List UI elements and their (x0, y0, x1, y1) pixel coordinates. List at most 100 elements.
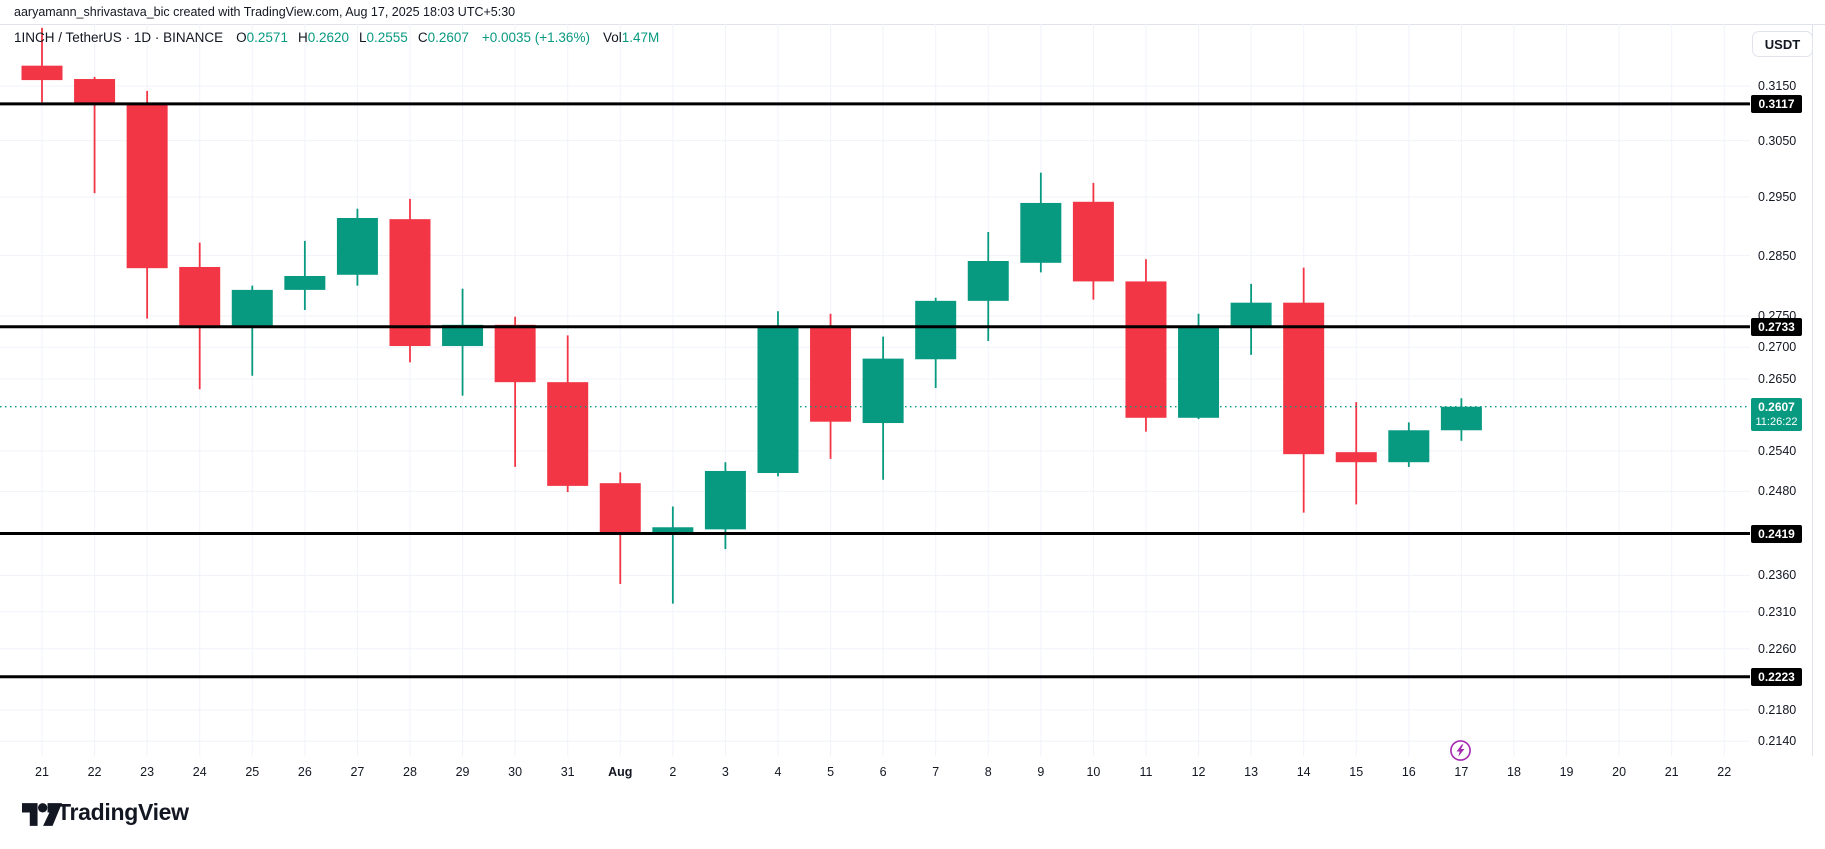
ohlc-high: H0.2620 (297, 30, 349, 45)
candle-body (74, 79, 116, 104)
ohlc-open: O0.2571 (236, 30, 288, 45)
candle-body (862, 358, 904, 424)
price-tick-label: 0.3050 (1758, 133, 1797, 148)
candle-body (494, 324, 536, 383)
price-level-badge: 0.2419 (1751, 524, 1802, 543)
date-label: 18 (1507, 765, 1521, 779)
candle-body (1388, 430, 1430, 463)
candle-body (599, 483, 641, 535)
symbol-title: 1INCH / TetherUS · 1D · BINANCE (14, 30, 224, 45)
candle-body (126, 102, 168, 269)
date-label: 5 (827, 765, 835, 779)
date-label: 12 (1191, 765, 1206, 779)
price-tick-label: 0.2700 (1758, 340, 1797, 355)
panel-top-border (0, 24, 1825, 25)
price-tick-label: 0.2480 (1758, 484, 1797, 499)
date-label: 9 (1037, 765, 1045, 779)
date-label: 29 (455, 765, 470, 779)
candle-body (547, 382, 589, 486)
exchange-label: BINANCE (163, 30, 224, 45)
date-label: 27 (350, 765, 365, 779)
price-level-badge: 0.2223 (1751, 667, 1802, 686)
candlestick-plot[interactable] (0, 24, 1750, 756)
date-label: 6 (879, 765, 887, 779)
candle-body (1020, 202, 1062, 263)
candle-body (757, 327, 799, 473)
date-label: 3 (721, 765, 729, 779)
date-label: 17 (1454, 765, 1469, 779)
candle-body (1230, 302, 1272, 328)
date-label: 19 (1559, 765, 1574, 779)
candle-body (179, 266, 221, 326)
bar-countdown: 11:26:22 (1755, 416, 1798, 428)
date-label: 26 (297, 765, 312, 779)
date-label: 21 (35, 765, 49, 779)
last-price-badge: 0.2607 11:26:22 (1751, 398, 1802, 431)
price-tick-label: 0.3150 (1758, 79, 1797, 93)
date-label: 7 (932, 765, 940, 779)
date-label: 4 (774, 765, 782, 779)
candle-body (442, 324, 484, 347)
candle-body (284, 275, 326, 290)
candle-body (1125, 281, 1167, 418)
candle-body (1440, 406, 1482, 431)
lightning-icon[interactable] (1449, 739, 1472, 762)
date-label: 2 (669, 765, 677, 779)
time-axis[interactable]: 21 22 23 24 25 26 27 28 29 30 31 Aug 2 3 4 5 6 7 8 9 10 11 12 1… (0, 756, 1825, 787)
date-label: 22 (1717, 765, 1732, 779)
date-label: 14 (1296, 765, 1311, 779)
date-label: Aug (608, 765, 633, 779)
candle-body (1178, 327, 1220, 418)
ohlc-values: O0.2571 H0.2620 L0.2555 C0.2607 (236, 30, 469, 45)
date-label: 25 (245, 765, 260, 779)
price-level-badge: 0.2733 (1751, 317, 1802, 336)
candle-body (21, 65, 63, 81)
date-label: 20 (1612, 765, 1627, 779)
price-level-badge: 0.3117 (1751, 94, 1802, 113)
price-tick-label: 0.2950 (1758, 190, 1797, 205)
candle-body (652, 527, 694, 535)
panel-right-border (1812, 24, 1813, 787)
date-label: 22 (87, 765, 102, 779)
currency-unit-button[interactable]: USDT (1752, 31, 1813, 57)
date-label: 15 (1349, 765, 1364, 779)
date-label: 23 (140, 765, 155, 779)
price-tick-label: 0.2360 (1758, 568, 1797, 583)
interval-label: 1D (133, 30, 152, 45)
candle-body (704, 470, 746, 530)
candle-body (810, 327, 852, 422)
price-tick-label: 0.2180 (1758, 702, 1797, 717)
candle-body (336, 217, 378, 275)
candle-body (915, 300, 957, 360)
date-label: 21 (1664, 765, 1679, 779)
candle-body (389, 219, 431, 347)
candle-body (231, 289, 273, 326)
date-label: 13 (1244, 765, 1259, 779)
candle-body (967, 261, 1009, 301)
price-tick-label: 0.2540 (1758, 443, 1797, 458)
date-label: 24 (192, 765, 207, 779)
attribution-text: aaryamann_shrivastava_bic created with T… (14, 5, 516, 19)
price-tick-label: 0.2650 (1758, 371, 1797, 386)
date-label: 8 (984, 765, 992, 779)
price-tick-label: 0.2850 (1758, 248, 1797, 263)
volume-readout: Vol1.47M (602, 30, 660, 45)
date-label: 30 (508, 765, 523, 779)
candle-body (1335, 452, 1377, 463)
chart-legend: 1INCH / TetherUS · 1D · BINANCE O0.2571 … (14, 30, 659, 45)
footer: TradingView (0, 787, 1825, 849)
date-label: 11 (1139, 765, 1153, 779)
candle-body (1072, 201, 1114, 282)
ohlc-low: L0.2555 (359, 30, 408, 45)
date-label: 10 (1086, 765, 1101, 779)
price-tick-label: 0.2140 (1758, 734, 1797, 749)
brand-name: TradingView (57, 799, 189, 825)
date-label: 16 (1401, 765, 1416, 779)
date-label: 28 (403, 765, 417, 779)
tradingview-logo[interactable] (22, 803, 62, 826)
change-percent: +0.0035 (+1.36%) (481, 30, 590, 45)
price-tick-label: 0.2310 (1758, 604, 1797, 619)
date-label: 31 (560, 765, 575, 779)
ohlc-close: C0.2607 (417, 30, 469, 45)
